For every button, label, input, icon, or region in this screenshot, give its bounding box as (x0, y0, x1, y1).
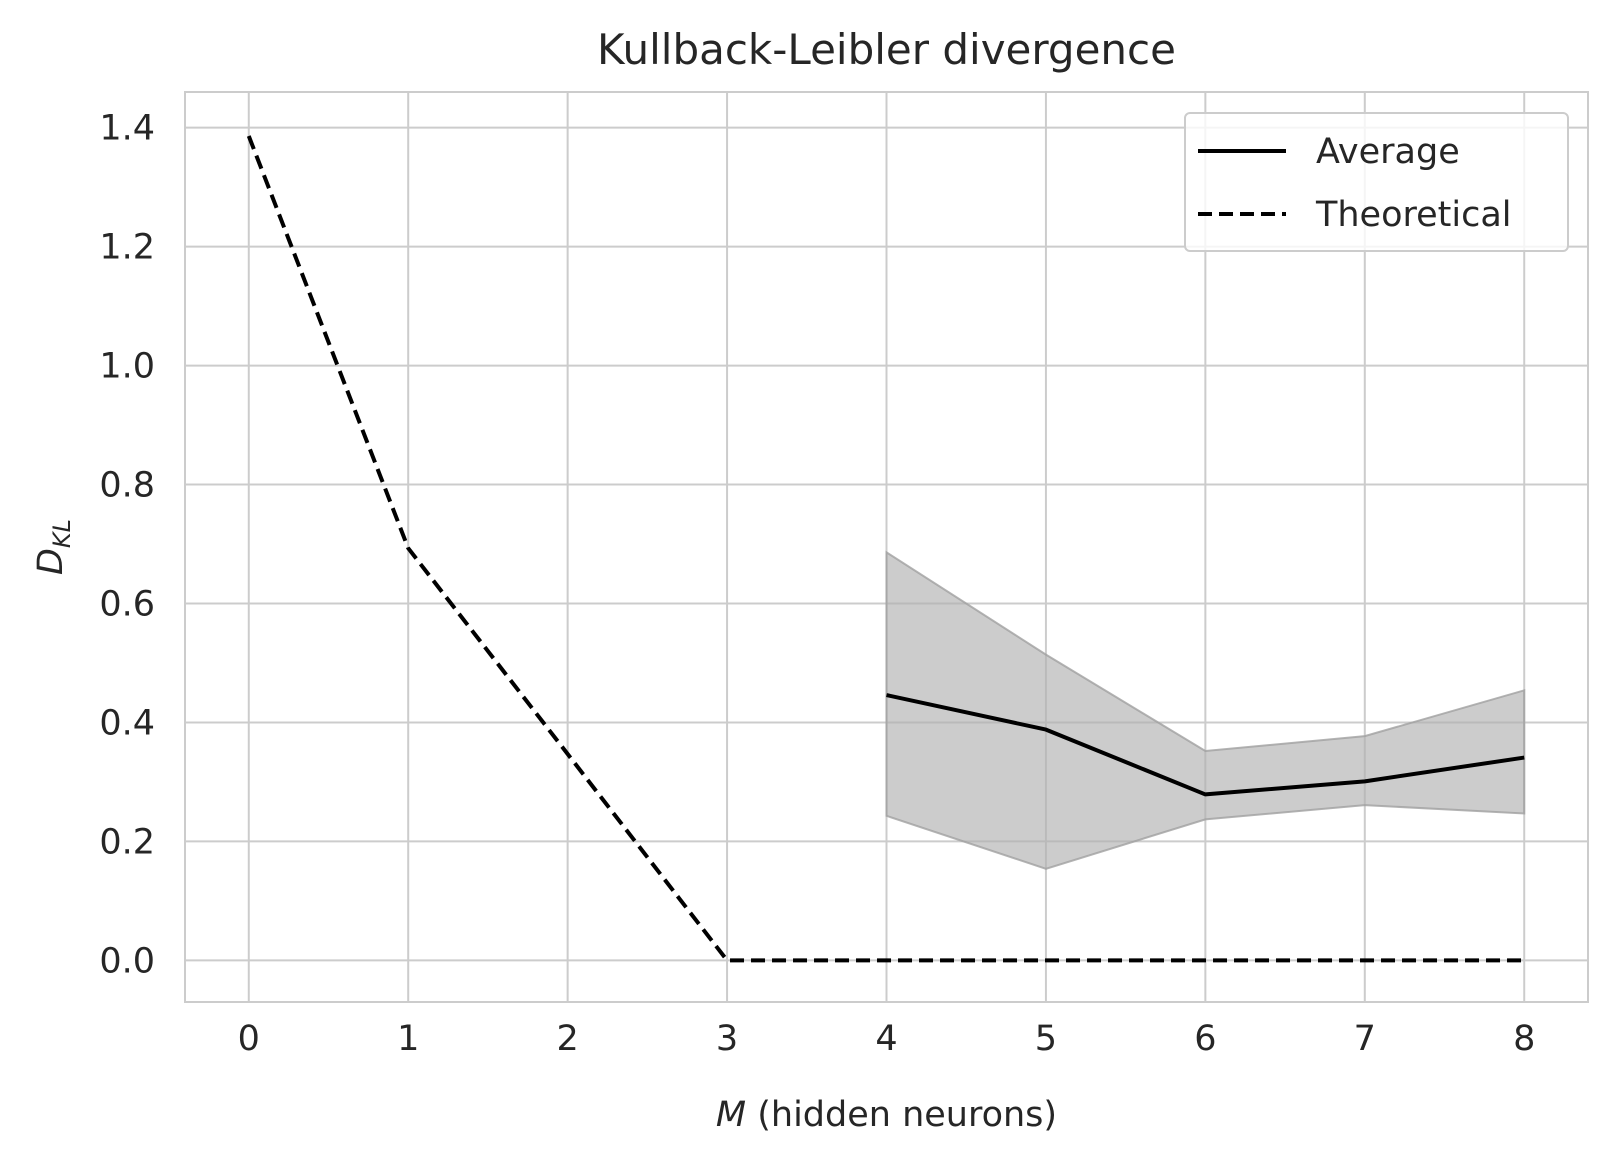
chart-title: Kullback-Leibler divergence (597, 25, 1176, 74)
confidence-bands (885, 550, 1526, 870)
x-tick-label: 0 (238, 1019, 260, 1059)
x-tick-label: 6 (1194, 1019, 1216, 1059)
y-axis-label: DKL (31, 519, 76, 575)
y-tick-label: 0.6 (99, 585, 155, 625)
y-tick-label: 0.2 (99, 822, 155, 862)
y-tick-label: 1.2 (99, 228, 155, 268)
legend-box (1184, 112, 1569, 252)
x-axis-label-text: (hidden neurons) (746, 1095, 1057, 1135)
x-tick-label: 3 (716, 1019, 738, 1059)
x-tick-label: 5 (1035, 1019, 1057, 1059)
band-average (885, 550, 1526, 870)
tick-labels: 0 1 2 3 4 5 6 7 8 0.0 0.2 0.4 0.6 0.8 1.0 1.2 1.4 (99, 109, 1535, 1059)
y-tick-label: 0.4 (99, 703, 155, 743)
y-axis-label-subscript: KL (48, 519, 76, 548)
y-tick-label: 1.0 (99, 347, 155, 387)
series-line-average (886, 693, 1525, 797)
plot-frame (184, 91, 1589, 1003)
legend-label-average: Average (1316, 132, 1460, 172)
x-tick-label: 1 (397, 1019, 419, 1059)
legend-label-theoretical: Theoretical (1315, 195, 1512, 235)
x-axis-label-variable: M (716, 1095, 746, 1135)
y-axis-label-main: D (31, 548, 71, 575)
y-tick-label: 0.0 (99, 941, 155, 981)
legend: Average Theoretical (1184, 112, 1569, 252)
x-tick-label: 4 (875, 1019, 897, 1059)
y-tick-label: 1.4 (99, 109, 155, 149)
x-tick-label: 8 (1513, 1019, 1535, 1059)
y-tick-label: 0.8 (99, 466, 155, 506)
series-lines (246, 135, 1525, 963)
x-axis-label: M (hidden neurons) (716, 1095, 1057, 1135)
series-line-theoretical (246, 135, 1525, 963)
x-tick-label: 2 (556, 1019, 578, 1059)
x-tick-label: 7 (1354, 1019, 1376, 1059)
